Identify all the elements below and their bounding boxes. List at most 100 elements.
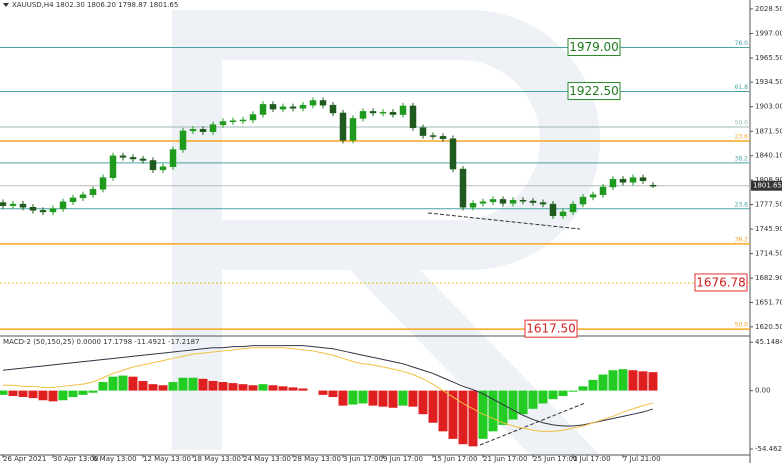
x-tick-label: 7 Jul 21:00 bbox=[623, 455, 661, 463]
trend-line bbox=[427, 212, 581, 230]
histogram-bar bbox=[428, 390, 438, 423]
candle-body bbox=[9, 203, 17, 206]
histogram-bar bbox=[358, 390, 368, 404]
histogram-bar bbox=[648, 372, 658, 391]
y-tick-label: 1871.50 bbox=[755, 127, 782, 135]
candle-body bbox=[459, 168, 467, 208]
trend-line bbox=[479, 402, 586, 446]
histogram-bar bbox=[418, 390, 428, 415]
x-tick-label: 15 Jun 17:00 bbox=[433, 455, 477, 463]
price-box-bg bbox=[567, 82, 621, 101]
x-tick-label: 24 May 13:00 bbox=[243, 455, 291, 463]
candle-body bbox=[99, 177, 107, 190]
histogram-bar bbox=[638, 371, 648, 391]
price-box: 1979.00 bbox=[567, 38, 621, 57]
histogram-bar bbox=[448, 390, 458, 439]
x-tick-label: 6 May 13:00 bbox=[93, 455, 137, 463]
candle-body bbox=[549, 203, 557, 217]
histogram-bar bbox=[188, 377, 198, 391]
y-tick-label: 1651.70 bbox=[755, 299, 782, 307]
y-tick-label: -54.4628 bbox=[755, 445, 782, 453]
candle-body bbox=[209, 124, 217, 132]
candle-body bbox=[259, 104, 267, 115]
histogram-bar bbox=[88, 390, 98, 393]
price-box-bg bbox=[524, 319, 578, 338]
candle-body bbox=[119, 155, 127, 158]
histogram-bar bbox=[378, 390, 388, 407]
candle-body bbox=[289, 106, 297, 109]
histogram-bar bbox=[228, 383, 238, 391]
y-tick-label: 1808.90 bbox=[755, 176, 782, 184]
candle-body bbox=[39, 210, 47, 213]
candle-body bbox=[129, 157, 137, 160]
histogram-bar bbox=[568, 390, 578, 392]
y-tick-label: 2028.50 bbox=[755, 5, 782, 13]
candle-body bbox=[629, 177, 637, 183]
candle-body bbox=[149, 160, 157, 171]
x-tick-label: 18 May 13:00 bbox=[193, 455, 241, 463]
price-box: 1922.50 bbox=[567, 82, 621, 101]
histogram-bar bbox=[368, 390, 378, 406]
y-tick-label: 45.1484 bbox=[755, 338, 782, 346]
price-box: 1617.50 bbox=[524, 319, 578, 338]
histogram-bar bbox=[528, 390, 538, 409]
candle-body bbox=[389, 111, 397, 115]
fib-label: 50.0 bbox=[735, 322, 749, 329]
candle-body bbox=[89, 189, 97, 196]
candle-body bbox=[329, 104, 337, 114]
candle-body bbox=[469, 203, 477, 208]
histogram-bar bbox=[178, 377, 188, 391]
y-tick-label: 1745.90 bbox=[755, 225, 782, 233]
candle-body bbox=[499, 199, 507, 204]
histogram-bar bbox=[198, 378, 208, 391]
histogram-bar bbox=[278, 386, 288, 391]
fib-label: 23.6 bbox=[735, 134, 749, 141]
histogram-bar bbox=[558, 390, 568, 396]
fib-label: 61.8 bbox=[735, 84, 749, 91]
candle-body bbox=[569, 203, 577, 213]
histogram-bar bbox=[0, 390, 8, 395]
last-price-label: 1801.65 bbox=[753, 182, 782, 190]
x-tick-label: 12 May 13:00 bbox=[143, 455, 191, 463]
histogram-bar bbox=[238, 384, 248, 391]
histogram-bar bbox=[258, 384, 268, 391]
x-tick-label: 28 May 13:00 bbox=[293, 455, 341, 463]
candle-body bbox=[439, 136, 447, 139]
histogram-bar bbox=[588, 379, 598, 391]
candle-body bbox=[339, 112, 347, 141]
price-box-label: 1676.78 bbox=[696, 275, 746, 289]
histogram-bar bbox=[268, 385, 278, 391]
histogram-bar bbox=[548, 390, 558, 400]
histogram-bar bbox=[38, 390, 48, 401]
y-tick-label: 1714.50 bbox=[755, 250, 782, 258]
candle-body bbox=[409, 105, 417, 129]
candle-body bbox=[239, 119, 247, 122]
candle-body bbox=[449, 138, 457, 170]
x-tick-label: 21 Jun 17:00 bbox=[483, 455, 527, 463]
candle-body bbox=[59, 201, 67, 210]
histogram-bar bbox=[148, 384, 158, 391]
x-tick-label: 3 Jun 17:00 bbox=[343, 455, 383, 463]
price-box-bg bbox=[567, 38, 621, 57]
price-box: 1676.78 bbox=[694, 273, 748, 292]
histogram-bar bbox=[138, 380, 148, 391]
histogram-bar bbox=[58, 390, 68, 401]
candle-body bbox=[579, 196, 587, 205]
histogram-bar bbox=[218, 382, 228, 391]
histogram-bar bbox=[628, 370, 638, 391]
candle-body bbox=[139, 158, 147, 161]
candle-body bbox=[159, 166, 167, 171]
histogram-bar bbox=[128, 376, 138, 391]
histogram-bar bbox=[78, 390, 88, 395]
y-tick-label: 1777.50 bbox=[755, 201, 782, 209]
candle-body bbox=[69, 197, 77, 203]
last-price-box bbox=[751, 180, 782, 191]
candle-body bbox=[509, 199, 517, 204]
histogram-bar bbox=[158, 385, 168, 391]
y-tick-label: 1682.90 bbox=[755, 274, 782, 282]
histogram-bar bbox=[388, 390, 398, 408]
candle-body bbox=[229, 120, 237, 123]
chart-title: XAUUSD,H4 1802.30 1806.20 1798.87 1801.6… bbox=[12, 1, 178, 9]
histogram-bar bbox=[48, 390, 58, 402]
